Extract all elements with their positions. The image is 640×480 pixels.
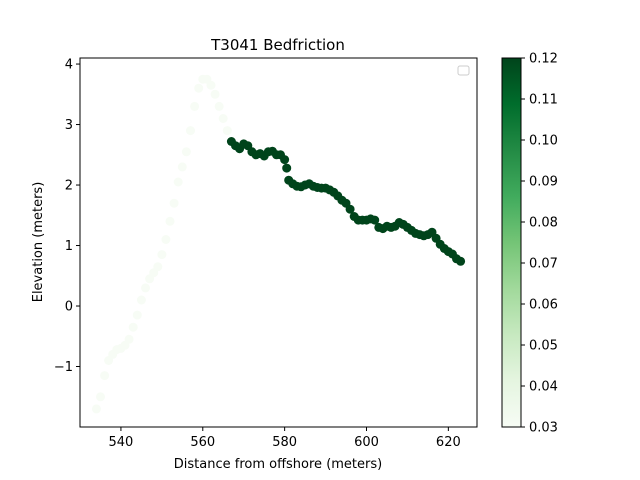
legend-box bbox=[457, 65, 470, 76]
x-tick-label: 560 bbox=[190, 435, 215, 450]
y-axis-ticks: −1 0 1 2 3 4 bbox=[54, 58, 80, 375]
x-axis-ticks: 540 560 580 600 620 bbox=[109, 427, 461, 450]
colorbar-tick-label: 0.10 bbox=[529, 134, 558, 149]
y-tick-label: −1 bbox=[54, 360, 73, 375]
scatter-point bbox=[100, 371, 110, 381]
scatter-point bbox=[157, 250, 167, 260]
x-tick-label: 540 bbox=[109, 435, 134, 450]
colorbar-ticks: 0.03 0.04 0.05 0.06 0.07 0.08 0.09 0.10 0.11 0.12 bbox=[521, 52, 558, 436]
scatter-point bbox=[222, 126, 232, 136]
x-tick-label: 580 bbox=[272, 435, 297, 450]
scatter-points bbox=[91, 74, 466, 414]
plot-frame bbox=[79, 57, 478, 428]
x-tick-label: 600 bbox=[354, 435, 379, 450]
colorbar-tick-label: 0.05 bbox=[529, 339, 558, 354]
y-tick-label: 4 bbox=[65, 58, 73, 73]
y-tick-label: 3 bbox=[65, 118, 73, 133]
scatter-point bbox=[456, 256, 466, 266]
scatter-point bbox=[169, 198, 179, 208]
scatter-point bbox=[186, 126, 195, 136]
colorbar-tick-label: 0.04 bbox=[529, 380, 558, 395]
colorbar bbox=[501, 57, 522, 428]
y-tick-label: 2 bbox=[65, 179, 73, 194]
scatter-point bbox=[280, 155, 290, 165]
scatter-point bbox=[96, 392, 105, 402]
scatter-point bbox=[214, 101, 224, 111]
scatter-point bbox=[194, 83, 204, 93]
colorbar-tick-label: 0.03 bbox=[529, 421, 558, 436]
scatter-point bbox=[218, 114, 228, 123]
y-axis-label: Elevation (meters) bbox=[31, 182, 46, 303]
scatter-point bbox=[165, 216, 175, 226]
scatter-point bbox=[141, 283, 150, 293]
x-tick-label: 620 bbox=[436, 435, 461, 450]
x-axis-label: Distance from offshore (meters) bbox=[174, 457, 382, 472]
scatter-point bbox=[132, 310, 142, 320]
y-tick-label: 0 bbox=[65, 300, 73, 315]
scatter-point bbox=[370, 215, 380, 225]
scatter-point bbox=[177, 162, 187, 172]
y-tick-label: 1 bbox=[65, 239, 73, 254]
chart-title: T3041 Bedfriction bbox=[210, 36, 345, 54]
scatter-point bbox=[136, 295, 146, 305]
colorbar-tick-label: 0.08 bbox=[529, 216, 558, 231]
scatter-point bbox=[128, 322, 138, 332]
scatter-point bbox=[161, 235, 171, 244]
colorbar-tick-label: 0.07 bbox=[529, 257, 558, 272]
scatter-point bbox=[282, 163, 292, 173]
colorbar-tick-label: 0.11 bbox=[529, 93, 558, 108]
scatter-point bbox=[124, 334, 134, 344]
colorbar-tick-label: 0.12 bbox=[529, 52, 558, 67]
scatter-point bbox=[210, 89, 220, 99]
scatter-point bbox=[173, 177, 183, 187]
colorbar-tick-label: 0.09 bbox=[529, 175, 558, 190]
scatter-point bbox=[181, 147, 191, 157]
scatter-point bbox=[345, 204, 355, 214]
scatter-point bbox=[91, 404, 101, 414]
scatter-point bbox=[206, 80, 216, 90]
colorbar-tick-label: 0.06 bbox=[529, 298, 558, 313]
scatter-point bbox=[190, 101, 200, 111]
scatter-point bbox=[153, 262, 163, 272]
